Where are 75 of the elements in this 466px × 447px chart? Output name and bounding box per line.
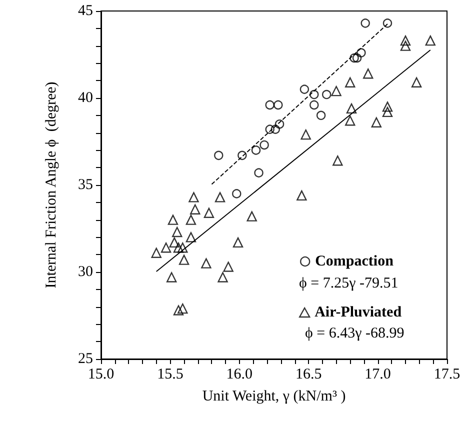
x-tick-label: 15.0 xyxy=(88,366,114,382)
point xyxy=(173,305,184,316)
y-tick-label: 25 xyxy=(78,351,93,367)
point xyxy=(246,211,257,222)
point xyxy=(360,18,370,28)
point xyxy=(201,258,212,268)
point xyxy=(274,100,283,110)
point xyxy=(356,48,366,58)
point xyxy=(345,77,356,88)
point xyxy=(260,140,269,150)
point xyxy=(371,117,382,128)
point xyxy=(168,214,178,225)
x-tick-label: 17.5 xyxy=(434,366,460,382)
point xyxy=(172,226,182,238)
point xyxy=(214,192,226,202)
point xyxy=(363,68,374,79)
point xyxy=(204,208,214,218)
point xyxy=(331,86,342,96)
point xyxy=(316,110,326,120)
y-tick-label: 30 xyxy=(78,264,93,280)
point xyxy=(190,204,200,214)
point xyxy=(265,124,274,134)
point xyxy=(169,237,180,248)
point xyxy=(350,53,359,63)
point xyxy=(223,262,234,272)
legend-label: Air-Pluviated xyxy=(314,304,402,320)
point xyxy=(173,242,184,253)
point xyxy=(232,189,242,198)
y-axis-title: Internal Friction Angle ϕ (degree) xyxy=(44,82,60,288)
point xyxy=(300,84,310,94)
point xyxy=(178,303,188,314)
point xyxy=(232,237,244,248)
y-tick-label: 45 xyxy=(78,3,93,19)
x-axis-title: Unit Weight, γ (kN/m³ ) xyxy=(202,388,346,404)
point xyxy=(160,242,172,253)
point xyxy=(178,254,190,265)
point xyxy=(411,77,422,88)
point xyxy=(425,35,436,46)
legend-label: Compaction xyxy=(315,254,394,270)
y-tick-label: 40 xyxy=(78,90,93,106)
point xyxy=(346,103,357,114)
point xyxy=(352,53,362,63)
point xyxy=(345,116,356,126)
point xyxy=(322,90,332,100)
point xyxy=(310,90,319,100)
annotation: ϕ = 7.25γ -79.51 xyxy=(299,276,398,292)
point xyxy=(186,214,196,225)
point xyxy=(400,40,411,51)
point xyxy=(166,272,177,282)
point xyxy=(254,168,264,178)
point xyxy=(265,100,274,110)
point xyxy=(310,100,319,110)
point xyxy=(382,102,393,112)
point xyxy=(274,120,284,129)
point xyxy=(382,18,392,28)
annotation: ϕ = 6.43γ -68.99 xyxy=(305,326,404,342)
point xyxy=(218,272,228,282)
point xyxy=(296,190,307,201)
x-tick-label: 15.5 xyxy=(157,366,184,382)
point xyxy=(251,146,261,155)
point xyxy=(178,242,188,253)
point xyxy=(332,156,343,166)
x-tick-label: 16.5 xyxy=(295,366,322,382)
point xyxy=(270,124,280,134)
point xyxy=(382,106,393,118)
point xyxy=(214,150,224,160)
point xyxy=(188,192,199,202)
point xyxy=(300,129,311,140)
point xyxy=(151,248,162,258)
point xyxy=(400,35,411,46)
x-tick-label: 16.0 xyxy=(226,366,253,382)
y-tick-label: 35 xyxy=(78,177,93,193)
point xyxy=(238,150,247,160)
x-tick-label: 17.0 xyxy=(364,366,391,382)
point xyxy=(186,232,196,242)
